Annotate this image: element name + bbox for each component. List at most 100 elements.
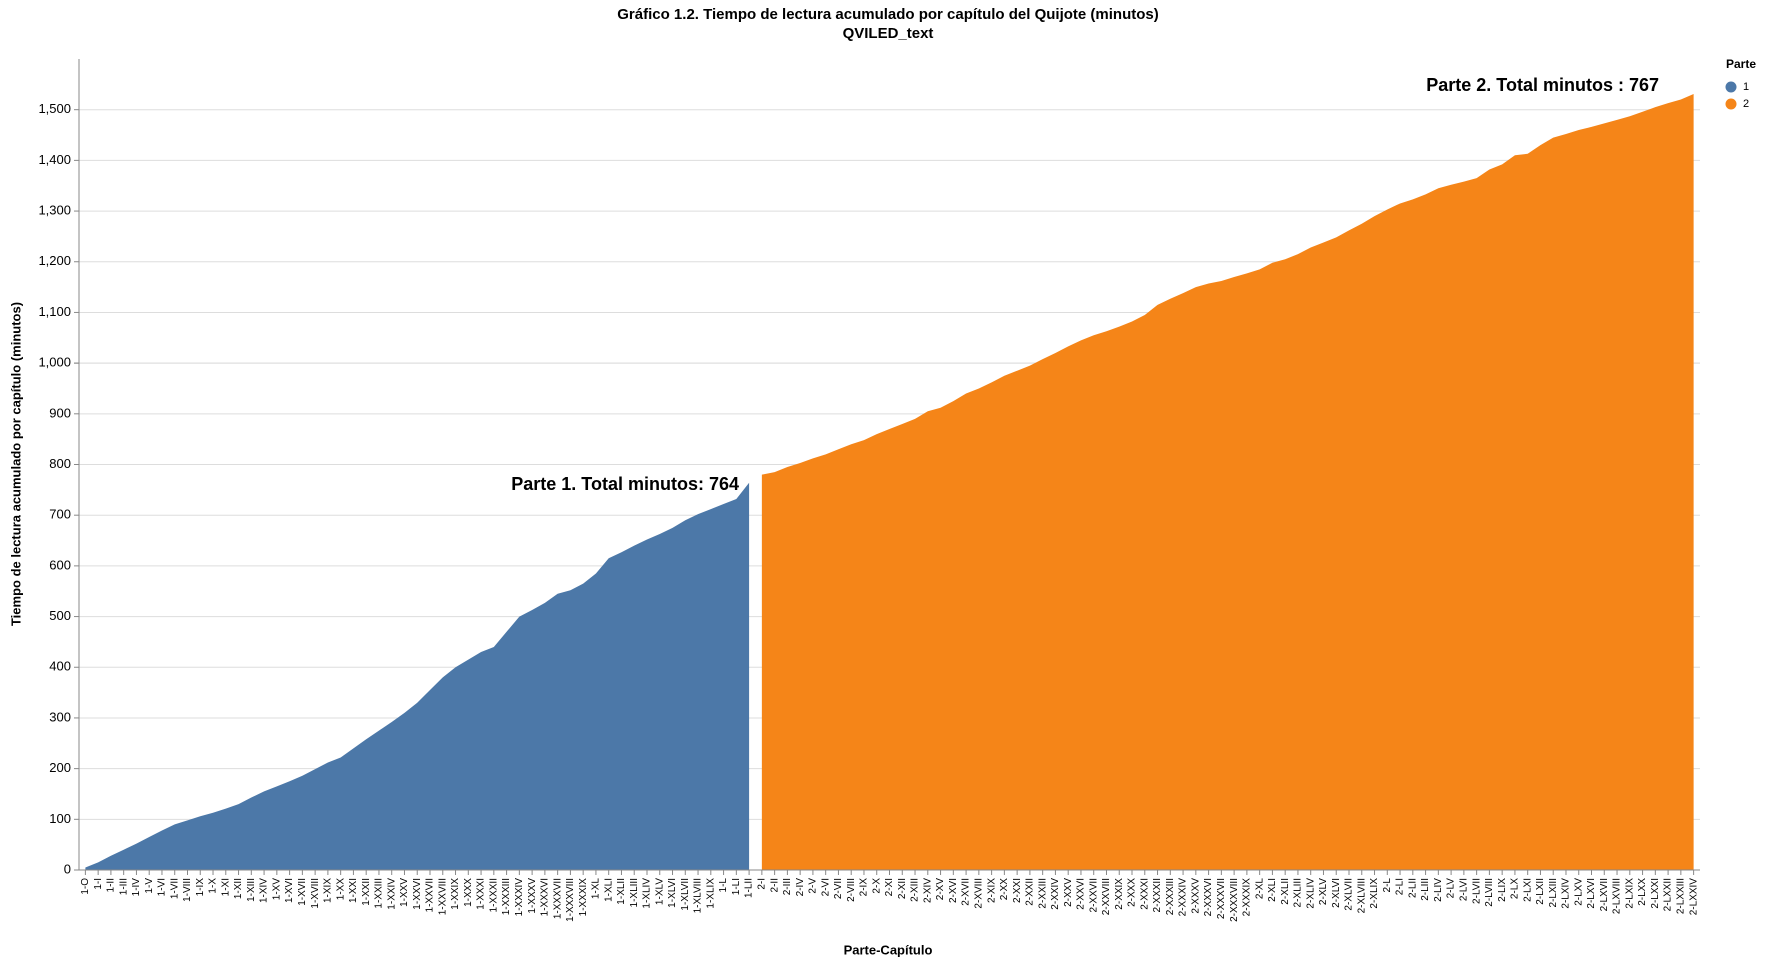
x-tick-label: 1-XLV (654, 878, 665, 905)
y-tick-label: 900 (49, 405, 71, 420)
x-tick-label: 1-XXVIII (437, 878, 448, 915)
x-tick-label: 1-III (118, 878, 129, 895)
x-tick-label: 2-LXVII (1599, 878, 1610, 911)
x-tick-label: 1-XXIX (450, 878, 461, 910)
x-tick-label: 1-XXXVII (552, 878, 563, 919)
x-tick-label: 1-XIX (323, 878, 334, 903)
x-tick-label: 2-LXVIII (1612, 878, 1623, 914)
x-tick-label: 1-VI (157, 878, 168, 896)
x-tick-label: 1-XLIX (705, 878, 716, 909)
x-tick-label: 1-L (718, 878, 729, 893)
x-tick-label: 2-XXXII (1152, 878, 1163, 912)
x-tick-label: 2-L (1382, 878, 1393, 893)
x-tick-label: 1-XI (220, 878, 231, 896)
x-tick-label: 1-XXXVI (540, 878, 551, 916)
x-tick-label: 2-XXXIX (1242, 878, 1253, 917)
area (761, 93, 1694, 871)
x-tick-label: 1-XXI (348, 878, 359, 903)
x-tick-label: 1-XVIII (310, 878, 321, 909)
x-tick-label: 1-XL (591, 878, 602, 900)
x-tick-label: 1-XXVI (412, 878, 423, 910)
y-tick-label: 100 (49, 811, 71, 826)
x-tick-label: 1-XXXVIII (565, 878, 576, 922)
x-tick-label: 2-XXXVI (1203, 878, 1214, 916)
y-tick-label: 1,400 (38, 152, 71, 167)
x-tick-label: 2-LVII (1471, 878, 1482, 904)
x-tick-label: 2-XXIX (1114, 878, 1125, 910)
x-tick-label: 2-XXXV (1190, 878, 1201, 914)
x-tick-label: 1-XLIII (629, 878, 640, 907)
y-tick-label: 600 (49, 557, 71, 572)
x-tick-label: 2-LXIX (1624, 878, 1635, 909)
x-tick-label: 2-XXVII (1088, 878, 1099, 912)
x-tick-label: 1-XIV (259, 878, 270, 903)
x-tick-label: 2-V (808, 878, 819, 894)
x-tick-label: 1-II (106, 878, 117, 892)
x-tick-label: 1-XXXII (488, 878, 499, 912)
x-tick-label: 2-LXXIII (1675, 878, 1686, 914)
y-tick-label: 500 (49, 608, 71, 623)
x-tick-label: 1-XXXI (476, 878, 487, 910)
y-tick-label: 300 (49, 709, 71, 724)
x-tick-label: 2-XII (897, 878, 908, 899)
x-tick-label: 2-LXI (1522, 878, 1533, 902)
x-tick-label: 2-XLV (1318, 878, 1329, 905)
x-tick-label: 2-X (871, 878, 882, 894)
x-tick-label: 2-LXV (1573, 878, 1584, 906)
x-tick-label: 2-XXXI (1139, 878, 1150, 910)
x-tick-label: 2-II (769, 878, 780, 892)
legend-swatch (1725, 98, 1737, 110)
x-tick-label: 2-LXII (1535, 878, 1546, 905)
x-tick-label: 1-XXII (361, 878, 372, 906)
x-tick-label: 1-VIII (182, 878, 193, 902)
x-tick-label: 1-XX (335, 878, 346, 901)
annotation: Parte 1. Total minutos: 764 (511, 474, 739, 494)
x-tick-label: 1-XVI (284, 878, 295, 903)
x-tick-label: 1-XII (233, 878, 244, 899)
x-tick-label: 1-XIII (246, 878, 257, 902)
x-tick-label: 1-XXIII (374, 878, 385, 909)
x-tick-label: 2-LII (1407, 878, 1418, 898)
y-tick-label: 1,500 (38, 101, 71, 116)
x-tick-label: 2-LVIII (1484, 878, 1495, 907)
x-tick-label: 2-LXVI (1586, 878, 1597, 909)
x-tick-label: 2-XXIII (1037, 878, 1048, 909)
x-tick-label: 2-XXXVIII (1229, 878, 1240, 922)
legend-swatch (1725, 81, 1737, 93)
y-tick-label: 200 (49, 760, 71, 775)
x-tick-label: 2-XIX (986, 878, 997, 903)
x-tick-label: 1-VII (169, 878, 180, 899)
x-tick-label: 2-XLIII (1293, 878, 1304, 907)
y-tick-label: 400 (49, 659, 71, 674)
x-tick-label: 1-XV (271, 878, 282, 901)
x-axis-title: Parte-Capítulo (844, 942, 933, 957)
area (85, 482, 750, 870)
x-tick-label: 2-XLVIII (1356, 878, 1367, 913)
x-tick-label: 2-LVI (1459, 878, 1470, 901)
x-tick-label: 2-XXV (1063, 878, 1074, 907)
x-tick-label: 2-LXXI (1650, 878, 1661, 909)
x-tick-label: 2-LXXIV (1688, 878, 1699, 916)
x-tick-label: 1-XXIV (386, 878, 397, 910)
y-tick-label: 800 (49, 456, 71, 471)
x-tick-label: 1-XXV (399, 878, 410, 907)
x-tick-label: 2-XV (935, 878, 946, 901)
x-tick-label: 1-XLI (603, 878, 614, 902)
x-tick-label: 2-XXXIV (1178, 878, 1189, 917)
x-tick-label: 1-XXVII (425, 878, 436, 912)
x-tick-label: 1-XXXV (527, 878, 538, 914)
x-tick-label: 2-I (757, 878, 768, 890)
x-tick-label: 1-XLVIII (693, 878, 704, 913)
x-tick-label: 2-XXVI (1076, 878, 1087, 910)
legend-label: 1 (1743, 81, 1749, 93)
x-tick-label: 2-LIII (1420, 878, 1431, 901)
x-tick-label: 2-LXIV (1561, 878, 1572, 909)
x-tick-label: 2-IX (859, 878, 870, 897)
y-tick-label: 700 (49, 507, 71, 522)
x-tick-label: 2-XVIII (973, 878, 984, 909)
annotation: Parte 2. Total minutos : 767 (1426, 75, 1659, 95)
x-tick-label: 2-LXIII (1548, 878, 1559, 907)
x-tick-label: 1-O (80, 878, 91, 895)
x-tick-label: 1-XLIV (642, 878, 653, 909)
